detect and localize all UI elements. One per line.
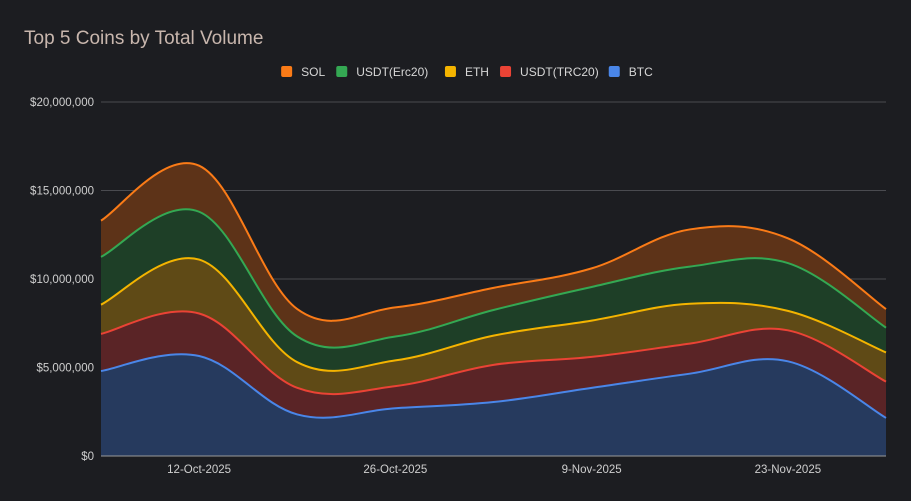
y-tick-label: $5,000,000 bbox=[36, 363, 94, 375]
x-axis: 12-Oct-2025 26-Oct-2025 9-Nov-2025 23-Nov-2… bbox=[101, 455, 886, 476]
chart-title: Top 5 Coins by Total Volume bbox=[24, 28, 263, 49]
y-tick-label: $15,000,000 bbox=[30, 186, 94, 198]
line-sol bbox=[100, 162, 887, 322]
legend-item-sol[interactable]: SOL bbox=[281, 65, 325, 79]
legend-label: USDT(TRC20) bbox=[520, 65, 599, 79]
line-eth bbox=[100, 257, 887, 372]
legend-label: BTC bbox=[629, 65, 653, 79]
series-areas bbox=[101, 163, 886, 456]
area-eth bbox=[101, 258, 886, 395]
area-usdt-erc20 bbox=[101, 209, 886, 371]
x-tick-label: 9-Nov-2025 bbox=[562, 464, 622, 476]
chart-legend: SOL USDT(Erc20) ETH USDT(TRC20) BTC bbox=[281, 65, 653, 79]
legend-item-usdt-erc20[interactable]: USDT(Erc20) bbox=[336, 65, 428, 79]
y-tick-label: $20,000,000 bbox=[30, 97, 94, 109]
line-btc bbox=[100, 353, 887, 419]
area-btc bbox=[101, 354, 886, 456]
legend-swatch bbox=[336, 66, 348, 77]
y-axis: $0 $5,000,000 $10,000,000 $15,000,000 $20,00… bbox=[30, 97, 94, 463]
legend-label: SOL bbox=[301, 65, 325, 79]
y-tick-label: $0 bbox=[81, 451, 94, 463]
legend-item-btc[interactable]: BTC bbox=[608, 65, 653, 79]
legend-label: USDT(Erc20) bbox=[356, 65, 428, 79]
legend-swatch bbox=[281, 66, 293, 77]
legend-swatch bbox=[500, 66, 512, 77]
x-tick-label: 12-Oct-2025 bbox=[167, 464, 231, 476]
legend-label: ETH bbox=[465, 65, 489, 79]
line-usdt-trc20 bbox=[100, 310, 887, 396]
legend-swatch bbox=[444, 66, 456, 77]
legend-item-eth[interactable]: ETH bbox=[444, 65, 489, 79]
y-tick-label: $10,000,000 bbox=[30, 274, 94, 286]
x-tick-label: 23-Nov-2025 bbox=[755, 464, 821, 476]
area-usdt-trc20 bbox=[101, 311, 886, 418]
legend-item-usdt-trc20[interactable]: USDT(TRC20) bbox=[500, 65, 599, 79]
legend-swatch bbox=[608, 66, 620, 77]
area-sol bbox=[101, 163, 886, 348]
x-tick-label: 26-Oct-2025 bbox=[363, 464, 427, 476]
series-lines bbox=[100, 162, 887, 419]
line-usdt-erc20 bbox=[100, 208, 887, 349]
